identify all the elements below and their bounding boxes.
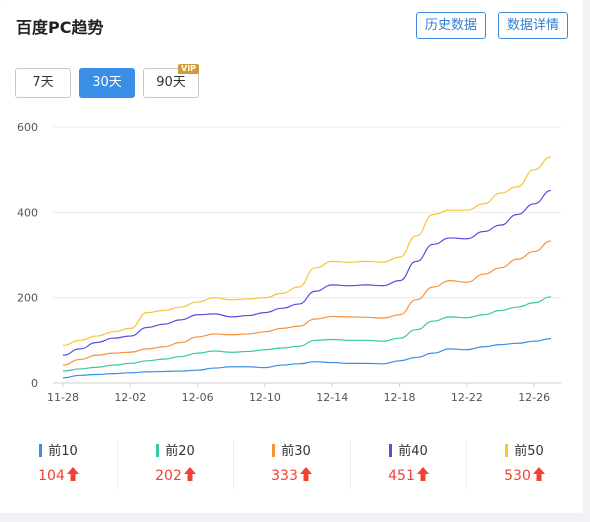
up-arrow-icon	[66, 467, 79, 485]
y-tick-label: 600	[17, 121, 38, 134]
up-arrow-icon	[299, 467, 312, 485]
vip-badge: VIP	[178, 64, 200, 74]
stat-value: 530	[504, 468, 531, 484]
stat-top50: 前50 530	[466, 432, 583, 494]
x-tick-label: 12-06	[182, 391, 214, 404]
x-tick-label: 12-02	[114, 391, 146, 404]
stat-top10: 前10 104	[0, 432, 117, 494]
series-color-marker	[39, 444, 43, 457]
stat-label: 前40	[398, 444, 428, 459]
up-arrow-icon	[532, 467, 545, 485]
stat-label: 前30	[281, 444, 311, 459]
tab-7-days[interactable]: 7天	[15, 68, 71, 98]
series-color-marker	[505, 444, 509, 457]
stat-top20: 前20 202	[117, 432, 234, 494]
series-color-marker	[156, 444, 160, 457]
y-tick-label: 0	[31, 377, 38, 390]
series-line	[62, 296, 552, 372]
x-tick-label: 12-14	[316, 391, 348, 404]
up-arrow-icon	[416, 467, 429, 485]
series-color-marker	[272, 444, 276, 457]
trend-card: 百度PC趋势 历史数据 数据详情 7天 30天 90天 VIP 0 200 400 6…	[0, 0, 583, 513]
stat-value: 104	[38, 468, 65, 484]
series-line	[62, 240, 552, 366]
divider	[233, 440, 234, 490]
stat-value: 451	[388, 468, 415, 484]
stat-top30: 前30 333	[233, 432, 350, 494]
up-arrow-icon	[183, 467, 196, 485]
divider	[466, 440, 467, 490]
series-color-marker	[389, 444, 393, 457]
x-tick-label: 12-22	[451, 391, 483, 404]
x-tick-label: 11-28	[47, 391, 79, 404]
x-tick-label: 12-18	[384, 391, 416, 404]
y-tick-label: 400	[17, 206, 38, 219]
x-tick-label: 12-26	[518, 391, 550, 404]
y-tick-label: 200	[17, 292, 38, 305]
series-line	[62, 338, 552, 379]
stat-top40: 前40 451	[350, 432, 467, 494]
tab-30-days[interactable]: 30天	[79, 68, 135, 98]
stat-label: 前20	[165, 444, 195, 459]
history-data-button[interactable]: 历史数据	[416, 12, 487, 39]
stat-value: 202	[155, 468, 182, 484]
divider	[350, 440, 351, 490]
stat-label: 前50	[514, 444, 544, 459]
x-tick-label: 12-10	[249, 391, 281, 404]
card-title: 百度PC趋势	[16, 18, 104, 37]
divider	[117, 440, 118, 490]
series-line	[62, 156, 552, 347]
trend-line-chart: 0 200 400 600 11-28 12-02 12-06 12-10 12-14 12-18…	[17, 121, 561, 404]
stat-label: 前10	[48, 444, 78, 459]
stat-value: 333	[271, 468, 298, 484]
data-details-button[interactable]: 数据详情	[498, 12, 569, 39]
series-line	[62, 189, 552, 356]
